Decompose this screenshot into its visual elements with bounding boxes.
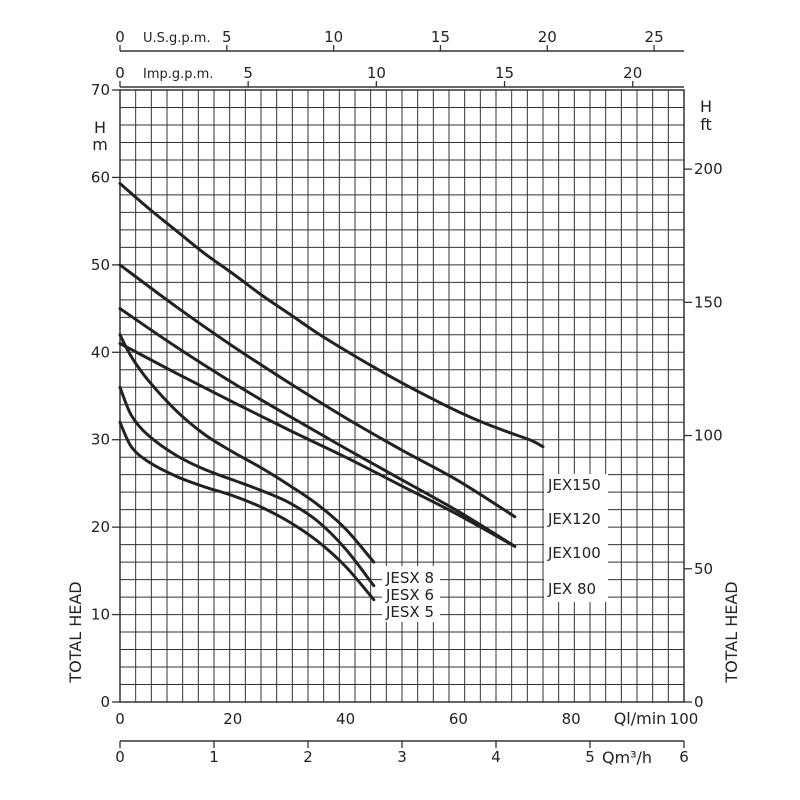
usgpm-unit-label: U.S.g.p.m. (143, 31, 211, 46)
tick-label: 20 (91, 518, 110, 536)
curve-jex120 (118, 263, 517, 519)
tick-label: 5 (585, 748, 595, 766)
series-labels: JEX150 JEX120 JEX100 JEX 80 JESX 8 JESX … (385, 476, 601, 621)
tick-label: 25 (645, 28, 664, 46)
m3h-unit-label: Qm³/h (602, 748, 652, 767)
left-axis: H m TOTAL HEAD 0 10 20 30 40 50 60 70 (66, 81, 120, 711)
tick-label: 70 (91, 81, 110, 99)
curve-jex100 (118, 307, 517, 548)
right-unit-ft: ft (700, 115, 712, 134)
left-axis-title: TOTAL HEAD (66, 581, 85, 683)
tick-label: 10 (367, 64, 386, 82)
tick-label: 20 (223, 710, 242, 728)
tick-label: 60 (91, 168, 110, 186)
tick-label: 0 (115, 748, 125, 766)
curve-jesx6 (118, 385, 376, 588)
curve-jesx8 (118, 333, 376, 564)
series-label-jex150: JEX150 (547, 476, 601, 494)
lmin-unit-label: Ql/min (614, 709, 667, 728)
tick-label: 10 (324, 28, 343, 46)
right-axis: H ft TOTAL HEAD 0 50 100 150 200 (684, 97, 741, 711)
tick-label: 5 (243, 64, 253, 82)
tick-label: 150 (694, 293, 723, 311)
tick-label: 4 (491, 748, 501, 766)
curve-jex150 (118, 182, 545, 449)
series-label-jesx6: JESX 6 (385, 586, 434, 604)
plot-frame (119, 89, 685, 703)
tick-label: 0 (115, 710, 125, 728)
tick-label: 40 (336, 710, 355, 728)
series-label-jex80: JEX 80 (547, 580, 596, 598)
curves (118, 182, 545, 602)
jesx-label-box (382, 566, 440, 622)
tick-label: 40 (91, 343, 110, 361)
tick-label: 10 (91, 606, 110, 624)
tick-label: 0 (694, 693, 704, 711)
right-axis-title: TOTAL HEAD (722, 581, 741, 683)
series-label-jesx8: JESX 8 (385, 569, 434, 587)
series-label-jex100: JEX100 (547, 544, 601, 562)
top-axes: U.S.g.p.m. Imp.g.p.m. 0 5 10 15 20 250 5 10 15 20 (115, 28, 684, 88)
impgpm-unit-label: Imp.g.p.m. (143, 67, 213, 82)
tick-label: 15 (495, 64, 514, 82)
left-unit-m: m (92, 135, 108, 154)
tick-label: 3 (397, 748, 407, 766)
tick-label: 5 (222, 28, 232, 46)
tick-label: 0 (115, 64, 125, 82)
curve-jesx5 (118, 420, 376, 602)
bottom-axes: Ql/min Qm³/h 0 20 40 60 80 100 0 1 2 3 4 5 6 (115, 709, 698, 767)
tick-label: 0 (100, 693, 110, 711)
tick-label: 1 (209, 748, 219, 766)
series-label-jesx5: JESX 5 (385, 603, 434, 621)
jex-label-box (544, 474, 608, 602)
tick-label: 60 (449, 710, 468, 728)
series-label-backgrounds (382, 474, 608, 622)
tick-label: 0 (115, 28, 125, 46)
tick-label: 6 (679, 748, 689, 766)
tick-label: 30 (91, 431, 110, 449)
tick-label: 100 (670, 710, 699, 728)
left-unit-h: H (94, 118, 106, 137)
series-label-jex120: JEX120 (547, 510, 601, 528)
tick-label: 15 (431, 28, 450, 46)
tick-label: 20 (538, 28, 557, 46)
tick-label: 80 (562, 710, 581, 728)
right-unit-h: H (700, 97, 712, 116)
tick-label: 20 (623, 64, 642, 82)
tick-label: 50 (91, 256, 110, 274)
curve-jex80 (118, 342, 517, 548)
tick-label: 200 (694, 160, 723, 178)
tick-label: 100 (694, 427, 723, 445)
tick-label: 2 (303, 748, 313, 766)
tick-label: 50 (694, 560, 713, 578)
